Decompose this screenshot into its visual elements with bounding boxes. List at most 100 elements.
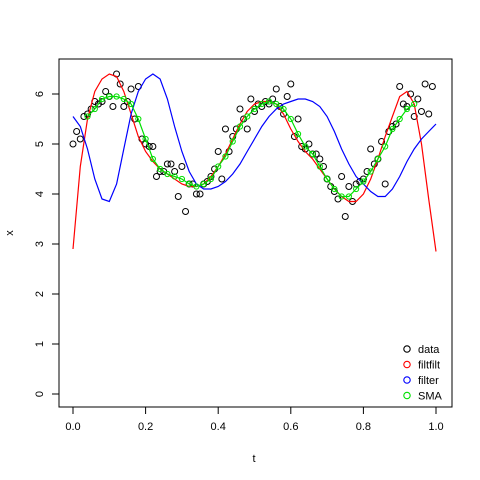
data-point: [76, 135, 84, 143]
data-point: [294, 115, 302, 123]
sma-point: [171, 173, 178, 180]
sma-point: [193, 183, 200, 190]
sma-point: [178, 175, 185, 183]
data-point: [345, 183, 353, 190]
data-point: [196, 190, 204, 198]
data-point: [247, 95, 255, 103]
x-tick-label: 0.4: [211, 421, 226, 433]
sma-point: [302, 143, 309, 150]
data-point: [392, 120, 400, 128]
sma-point: [120, 95, 127, 103]
data-point: [236, 105, 244, 113]
sma-point: [258, 100, 265, 108]
data-point: [149, 143, 157, 150]
data-point: [421, 80, 429, 88]
data-point: [127, 85, 135, 93]
sma-point: [91, 105, 98, 113]
sma-point: [382, 143, 389, 150]
data-point: [109, 103, 117, 110]
legend-marker-sma: [403, 391, 411, 400]
y-tick-label: 5: [34, 141, 46, 147]
sma-point: [324, 175, 331, 183]
data-point: [152, 173, 160, 180]
data-point: [272, 85, 280, 93]
x-axis-title: t: [252, 453, 255, 465]
sma-point: [360, 178, 367, 185]
data-point: [218, 175, 226, 183]
data-point: [69, 140, 77, 148]
sma-point: [287, 115, 294, 123]
series-data: [69, 70, 436, 220]
y-tick-label: 0: [34, 391, 46, 397]
legend-label-data: data: [418, 344, 440, 356]
sma-point: [149, 155, 156, 163]
sma-line: [87, 95, 415, 198]
sma-point: [164, 170, 171, 178]
y-tick-label: 1: [34, 341, 46, 347]
data-point: [381, 180, 389, 188]
data-point: [192, 190, 200, 198]
sma-point: [367, 168, 374, 175]
data-point: [182, 208, 190, 215]
sma-point: [338, 193, 345, 200]
data-point: [174, 193, 182, 200]
sma-point: [98, 95, 106, 103]
axes-layer: 0.0 0.2 0.4 0.6 0.8 1.0 0 1 2 3 4 5 6: [34, 91, 444, 433]
data-point: [414, 95, 422, 103]
sma-point: [186, 180, 193, 188]
data-point: [396, 83, 404, 90]
data-point: [178, 163, 186, 170]
x-tick-label: 0.0: [65, 421, 80, 433]
data-point: [283, 93, 291, 100]
data-point: [378, 138, 386, 145]
sma-point: [353, 185, 360, 193]
data-point: [410, 113, 418, 120]
legend-marker-data: [403, 345, 411, 353]
series-filter: [72, 73, 437, 203]
sma-point: [157, 165, 164, 173]
data-point: [243, 125, 251, 133]
sma-point: [207, 175, 215, 183]
legend-label-filtfilt: filtfilt: [418, 360, 440, 372]
data-point: [338, 173, 346, 180]
x-tick-label: 1.0: [428, 421, 443, 433]
data-point: [73, 128, 81, 135]
sma-point: [389, 125, 396, 133]
data-point: [287, 80, 295, 88]
sma-point: [265, 98, 273, 105]
sma-point: [127, 100, 135, 108]
y-tick-label: 6: [34, 91, 46, 97]
sma-point: [294, 130, 302, 138]
filter-line: [72, 73, 437, 203]
data-point: [341, 213, 349, 220]
data-point: [120, 103, 128, 110]
data-point: [171, 168, 179, 175]
y-tick-label: 2: [34, 291, 46, 297]
plot-layer: [69, 70, 437, 252]
sma-point: [345, 193, 352, 200]
x-tick-label: 0.8: [356, 421, 371, 433]
data-point: [167, 160, 175, 168]
sma-point: [200, 180, 207, 188]
series-filtfilt: [72, 73, 437, 252]
sma-point: [142, 135, 149, 143]
legend: data filtfilt filter SMA: [403, 344, 443, 403]
sma-point: [236, 123, 244, 130]
sma-point: [244, 113, 251, 120]
sma-point: [273, 100, 280, 108]
sma-point: [331, 185, 338, 193]
data-point: [102, 88, 110, 95]
sma-point: [106, 93, 113, 100]
sma-point: [374, 155, 382, 163]
sma-point: [309, 150, 316, 158]
legend-marker-filtfilt: [403, 360, 411, 369]
sma-point: [403, 105, 411, 113]
sma-point: [215, 163, 222, 170]
data-point: [428, 83, 436, 90]
series-sma: [84, 93, 418, 200]
x-tick-label: 0.2: [138, 421, 153, 433]
data-point: [214, 148, 222, 155]
sma-point: [135, 115, 142, 123]
sma-point: [229, 138, 236, 145]
